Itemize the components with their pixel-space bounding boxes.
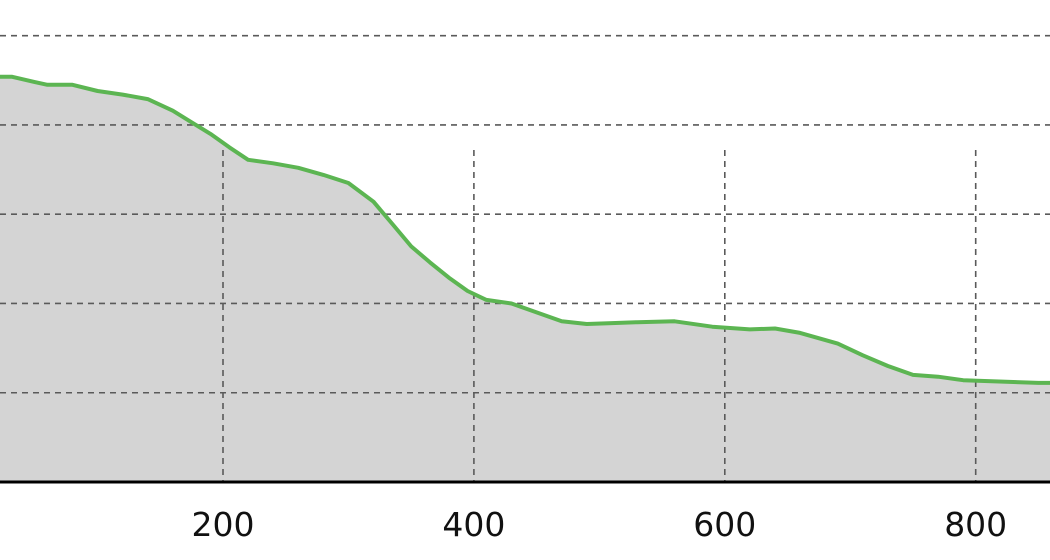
x-tick-label-600: 600	[693, 505, 756, 544]
grid-layer	[0, 34, 1050, 482]
x-tick-labels: 200 400 600 800	[192, 505, 1008, 544]
x-tick-label-200: 200	[192, 505, 255, 544]
area-fill	[0, 76, 1050, 482]
x-tick-label-800: 800	[944, 505, 1007, 544]
x-tick-label-400: 400	[442, 505, 505, 544]
series-line	[0, 74, 1050, 385]
